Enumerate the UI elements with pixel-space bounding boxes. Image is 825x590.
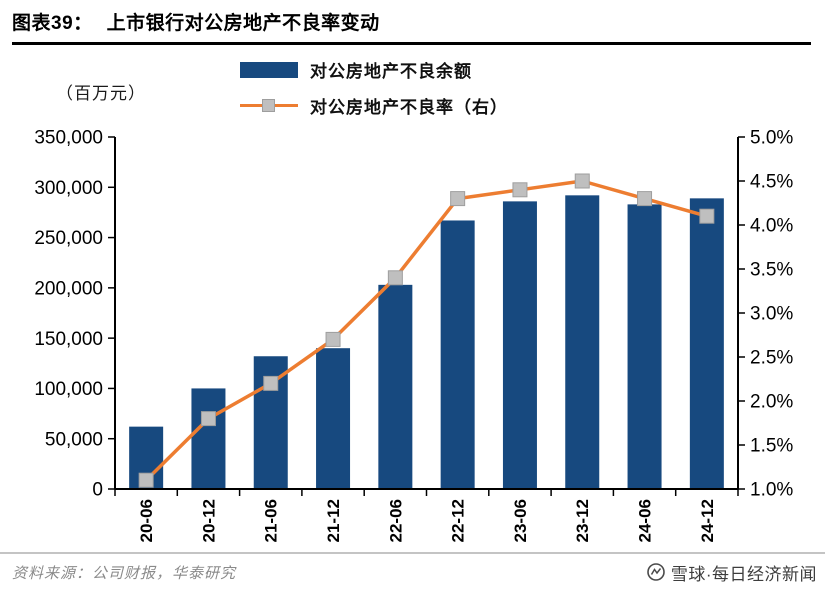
svg-text:2.5%: 2.5%: [750, 348, 793, 369]
svg-text:200,000: 200,000: [34, 279, 103, 300]
svg-text:21-12: 21-12: [324, 499, 343, 542]
svg-text:24-06: 24-06: [636, 499, 655, 542]
svg-text:150,000: 150,000: [34, 329, 103, 350]
svg-text:250,000: 250,000: [34, 228, 103, 249]
legend-bar-label: 对公房地产不良余额: [310, 62, 472, 81]
svg-text:3.5%: 3.5%: [750, 260, 793, 281]
title-underline: [12, 42, 811, 45]
svg-text:4.0%: 4.0%: [750, 216, 793, 237]
xueqiu-logo-icon: [647, 563, 665, 581]
svg-text:24-12: 24-12: [698, 499, 717, 542]
svg-text:20-06: 20-06: [137, 499, 156, 542]
svg-text:5.0%: 5.0%: [750, 128, 793, 149]
svg-text:22-06: 22-06: [386, 499, 405, 542]
figure-title: 上市银行对公房地产不良率变动: [106, 13, 380, 34]
watermark-text: 雪球·每日经济新闻: [670, 564, 817, 584]
source-note: 资料来源：公司财报，华泰研究: [12, 565, 237, 582]
page-title: 图表39： 上市银行对公房地产不良率变动: [12, 8, 811, 35]
watermark: 雪球·每日经济新闻: [646, 560, 817, 585]
svg-text:1.0%: 1.0%: [750, 480, 793, 501]
legend-item-bar: 对公房地产不良余额: [240, 57, 508, 82]
svg-text:350,000: 350,000: [34, 128, 103, 149]
svg-text:50,000: 50,000: [45, 429, 103, 450]
line-swatch-marker: [262, 98, 275, 112]
svg-text:21-06: 21-06: [262, 499, 281, 542]
chart-footer: 资料来源：公司财报，华泰研究 雪球·每日经济新闻: [0, 552, 825, 590]
legend-item-line: 对公房地产不良率（右）: [240, 93, 508, 118]
legend-line-label: 对公房地产不良率（右）: [310, 98, 508, 117]
svg-text:1.5%: 1.5%: [750, 436, 793, 457]
figure-number: 图表39：: [12, 13, 93, 34]
line-swatch-icon: [240, 98, 298, 114]
svg-text:100,000: 100,000: [34, 379, 103, 400]
combo-chart: 0 50,000 100,000 150,000 200,000 250,000 300,0…: [34, 128, 793, 543]
chart-header: 图表39： 上市银行对公房地产不良率变动: [0, 0, 825, 45]
chart-top-area: （百万元） 对公房地产不良余额 对公房地产不良率（右）: [0, 53, 825, 125]
svg-text:2.0%: 2.0%: [750, 392, 793, 413]
svg-text:23-12: 23-12: [573, 499, 592, 542]
svg-text:22-12: 22-12: [449, 499, 468, 542]
svg-text:4.5%: 4.5%: [750, 172, 793, 193]
svg-text:3.0%: 3.0%: [750, 304, 793, 325]
svg-text:300,000: 300,000: [34, 178, 103, 199]
chart-legend: 对公房地产不良余额 对公房地产不良率（右）: [240, 57, 508, 118]
svg-text:23-06: 23-06: [511, 499, 530, 542]
left-axis-unit-label: （百万元）: [56, 84, 146, 103]
svg-text:0: 0: [92, 480, 103, 501]
svg-text:20-12: 20-12: [199, 499, 218, 542]
bar-swatch-icon: [240, 61, 298, 78]
